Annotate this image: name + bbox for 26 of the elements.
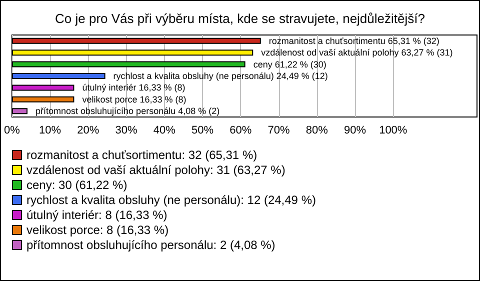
data-label: rozmanitost a chuťsortimentu 65,31 % (32) xyxy=(268,36,440,46)
data-label: velikost porce 16,33 % (8) xyxy=(82,94,186,104)
legend-label: vzdálenost od vaší aktuální polohy: 31 (63,27 %) xyxy=(26,163,286,177)
data-label: útulný interiér 16,33 % (8) xyxy=(82,82,186,93)
x-tick-label: 0% xyxy=(4,124,20,136)
x-tick-label: 20% xyxy=(77,124,100,136)
x-tick-label: 80% xyxy=(306,124,328,136)
x-tick-label: 40% xyxy=(153,124,176,136)
x-tick-label: 50% xyxy=(192,124,214,136)
legend-label: útulný interiér: 8 (16,33 %) xyxy=(26,208,168,222)
x-tick-label: 90% xyxy=(344,124,366,136)
x-tick-label: 10% xyxy=(39,124,62,136)
x-tick-label: 60% xyxy=(230,124,252,136)
legend-label: ceny: 30 (61,22 %) xyxy=(26,178,128,192)
data-label: přítomnost obsluhujícího personálu 4,08 % (2) xyxy=(36,106,220,116)
x-tick-label: 70% xyxy=(268,124,290,136)
legend-label: přítomnost obsluhujícího personálu: 2 (4,08 %) xyxy=(26,238,276,252)
data-label: rychlost a kvalita obsluhy (ne personálu) 24,49 % (12) xyxy=(113,71,328,81)
x-tick-label: 30% xyxy=(115,124,138,136)
chart-title: Co je pro Vás při výběru místa, kde se stravujete, nejdůležitější? xyxy=(55,11,425,26)
x-tick-label: 100% xyxy=(379,124,408,136)
legend-label: rozmanitost a chuťsortimentu: 32 (65,31 %) xyxy=(26,148,258,162)
legend-label: velikost porce: 8 (16,33 %) xyxy=(26,223,169,237)
legend-label: rychlost a kvalita obsluhy (ne personálu): 12 (24,49 %) xyxy=(26,193,316,207)
data-label: vzdálenost od vaší aktuální polohy 63,27 % (31) xyxy=(261,48,453,58)
data-label: ceny 61,22 % (30) xyxy=(253,59,326,70)
